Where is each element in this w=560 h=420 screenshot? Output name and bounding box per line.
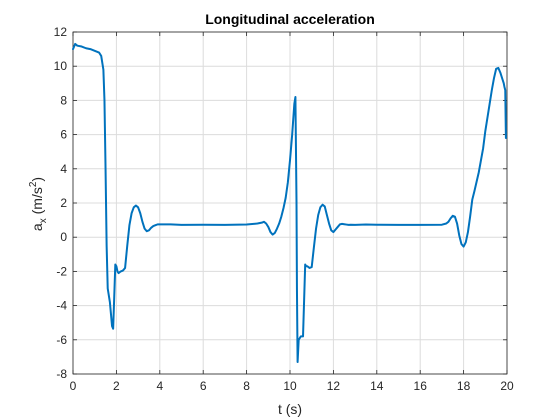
y-axis-label-units: (m/s [29,187,45,218]
x-tick-label: 0 [70,379,77,393]
x-tick-label: 8 [243,379,250,393]
x-tick-label: 20 [500,379,514,393]
y-tick-label: 12 [54,25,68,39]
x-tick-label: 2 [113,379,120,393]
y-tick-label: 8 [60,93,67,107]
y-tick-label: -4 [56,299,67,313]
y-tick-label: 6 [60,128,67,142]
y-tick-label: 4 [60,162,67,176]
x-tick-label: 16 [414,379,428,393]
y-axis-label-subscript: x [38,218,49,223]
x-tick-label: 10 [283,379,297,393]
y-tick-label: 0 [60,230,67,244]
x-tick-label: 14 [370,379,384,393]
x-tick-label: 4 [156,379,163,393]
y-axis-label-base: a [29,223,45,231]
y-tick-label: 2 [60,196,67,210]
y-axis-label: ax (m/s2) [28,177,49,231]
y-tick-label: -6 [56,333,67,347]
tick-labels: 0 2 4 6 8 10 12 14 16 18 20 -8 -6 -4 -2 0 2 4 6 8 10 12 [54,25,514,393]
x-tick-label: 12 [327,379,341,393]
y-tick-label: -8 [56,367,67,381]
series-line-acceleration [72,42,507,364]
grid-lines [72,31,508,375]
x-tick-label: 6 [200,379,207,393]
y-axis-label-superscript: 2 [28,181,39,187]
x-tick-label: 18 [457,379,471,393]
chart-title: Longitudinal acceleration [205,11,375,27]
y-tick-label: -2 [56,264,67,278]
y-axis-label-units-close: ) [29,177,45,182]
plot-area-frame [72,31,508,375]
x-axis-label: t (s) [278,401,302,417]
y-tick-label: 10 [54,59,68,73]
